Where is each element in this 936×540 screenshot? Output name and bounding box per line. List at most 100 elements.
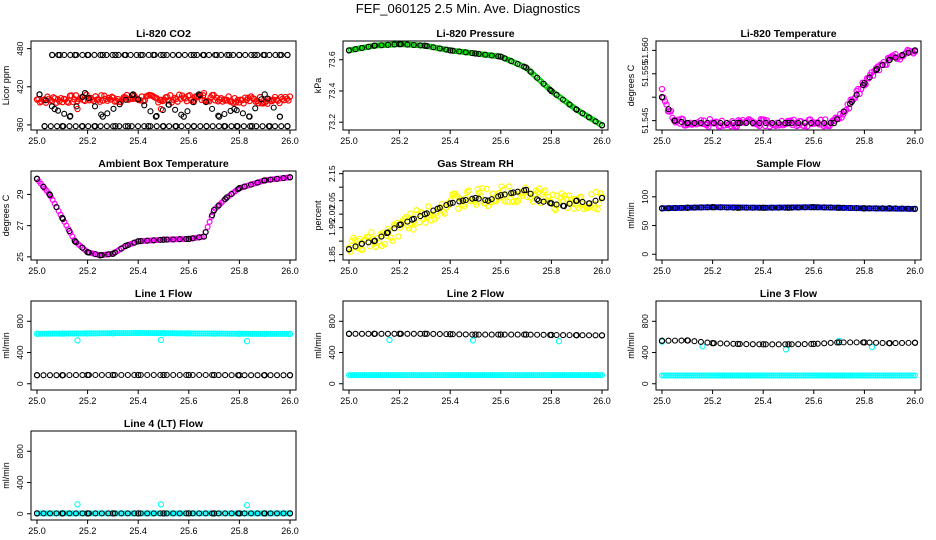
data-point xyxy=(371,237,378,244)
data-point xyxy=(105,94,113,102)
data-point xyxy=(59,330,66,337)
x-tick-label: 25.4 xyxy=(441,266,459,276)
data-point xyxy=(209,105,216,112)
data-point xyxy=(248,372,255,379)
y-tick-label: 51.555 xyxy=(640,61,650,87)
data-point xyxy=(251,51,258,59)
data-point xyxy=(281,330,288,337)
data-point xyxy=(157,105,165,113)
data-point xyxy=(456,198,463,205)
data-point xyxy=(691,338,698,345)
data-point xyxy=(163,51,170,59)
data-point xyxy=(769,119,776,127)
data-point xyxy=(141,330,148,337)
data-point xyxy=(267,510,274,517)
data-point xyxy=(870,372,877,379)
plot-area xyxy=(33,51,294,130)
data-point xyxy=(98,330,105,337)
data-point xyxy=(796,372,803,379)
data-point xyxy=(534,196,541,203)
data-point xyxy=(251,330,258,337)
data-point xyxy=(210,330,218,337)
data-point xyxy=(753,204,760,211)
data-point xyxy=(209,212,216,219)
data-point xyxy=(157,330,164,337)
data-point xyxy=(111,371,118,379)
data-point xyxy=(46,510,54,517)
data-point xyxy=(808,119,815,127)
x-tick-label: 25.4 xyxy=(129,266,147,276)
data-point xyxy=(215,202,222,209)
data-point xyxy=(422,372,429,379)
data-point xyxy=(691,204,698,211)
data-point xyxy=(115,51,122,59)
data-point xyxy=(157,236,164,243)
data-point xyxy=(261,177,268,184)
data-point xyxy=(459,201,466,208)
data-point xyxy=(273,510,281,517)
data-point xyxy=(440,372,447,379)
data-point xyxy=(573,332,580,339)
data-point xyxy=(772,204,779,211)
data-point xyxy=(417,42,424,49)
data-point xyxy=(397,41,404,48)
data-point xyxy=(385,372,392,379)
data-point xyxy=(475,331,482,338)
data-point xyxy=(183,330,190,337)
data-point xyxy=(265,330,272,337)
data-point xyxy=(361,372,368,379)
data-point xyxy=(67,330,74,337)
data-point xyxy=(261,330,268,338)
data-point xyxy=(795,119,802,127)
data-point xyxy=(567,372,574,379)
y-tick-label: 800 xyxy=(640,314,650,328)
data-point xyxy=(717,372,724,379)
data-point xyxy=(453,372,460,379)
series-cyan xyxy=(658,372,918,379)
data-point xyxy=(185,235,192,243)
data-point xyxy=(661,98,669,105)
data-point xyxy=(730,119,737,127)
chart-title: Sample Flow xyxy=(756,158,821,170)
data-point xyxy=(78,123,86,130)
data-point xyxy=(66,228,73,235)
data-point xyxy=(498,372,505,379)
data-point xyxy=(179,510,186,517)
data-point xyxy=(831,372,838,379)
data-point xyxy=(534,74,541,81)
data-point xyxy=(147,237,154,244)
data-point xyxy=(352,330,359,337)
data-point xyxy=(259,330,266,337)
data-point xyxy=(751,372,758,379)
data-point xyxy=(230,330,237,337)
series-black xyxy=(49,51,291,59)
data-point xyxy=(357,372,364,379)
data-point xyxy=(59,215,66,223)
data-point xyxy=(345,47,353,54)
data-point xyxy=(573,197,580,204)
data-point xyxy=(285,97,292,104)
data-point xyxy=(766,372,773,379)
data-point xyxy=(243,502,251,509)
data-point xyxy=(199,51,207,59)
data-point xyxy=(840,108,847,115)
data-point xyxy=(749,204,756,211)
y-tick-label: 800 xyxy=(327,314,337,328)
data-point xyxy=(597,372,604,379)
data-point xyxy=(662,205,669,212)
data-point xyxy=(747,372,754,379)
data-point xyxy=(547,200,554,207)
data-point xyxy=(538,372,545,379)
data-point xyxy=(508,331,515,338)
data-point xyxy=(555,338,563,345)
data-point xyxy=(124,510,131,517)
data-point xyxy=(410,330,417,337)
data-point xyxy=(352,243,359,250)
y-tick-label: 2.05 xyxy=(327,192,337,209)
data-point xyxy=(762,119,769,127)
x-tick-label: 25.0 xyxy=(28,136,46,146)
data-point xyxy=(171,330,178,337)
data-point xyxy=(173,236,180,243)
data-point xyxy=(157,51,164,59)
y-axis-label: kPa xyxy=(313,78,323,94)
